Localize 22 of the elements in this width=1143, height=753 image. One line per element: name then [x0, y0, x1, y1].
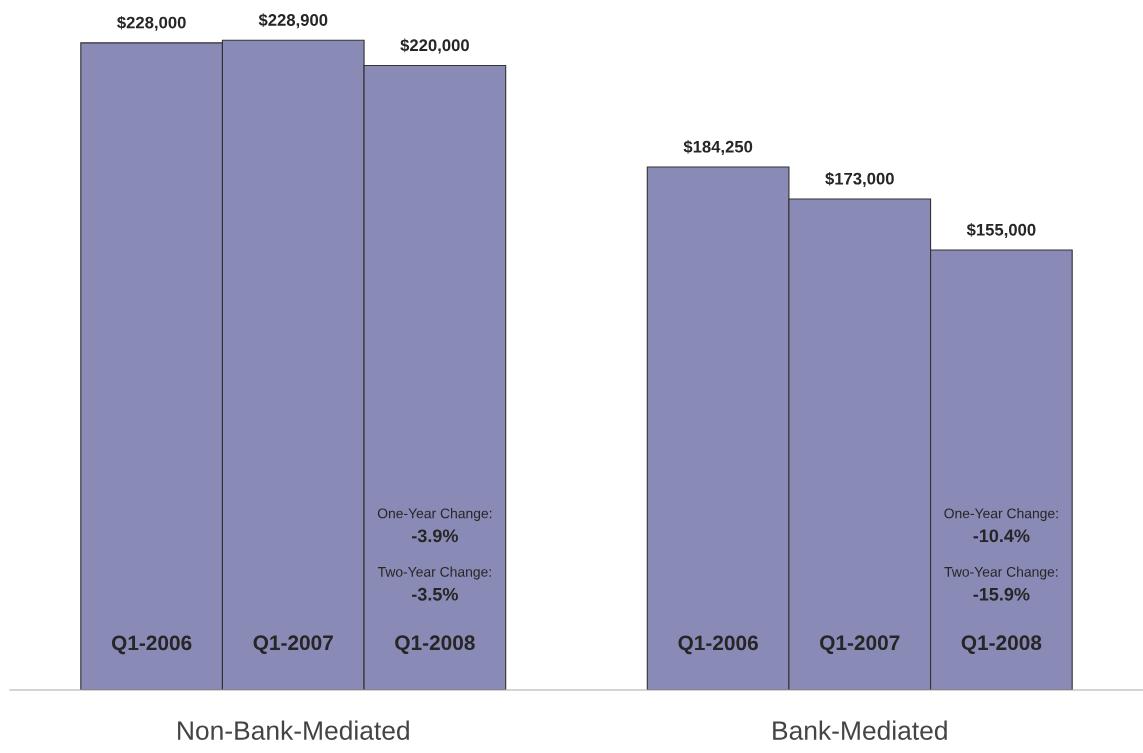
series-label: Q1-2007	[253, 635, 333, 655]
series-label: Q1-2006	[111, 635, 192, 655]
annotation: One-Year Change:	[944, 508, 1058, 522]
annotation: -3.9%	[412, 529, 458, 543]
text: Q1-2006	[678, 635, 758, 655]
text: Q1-2007	[820, 635, 900, 655]
data-label: $228,900	[258, 13, 328, 29]
series-label: Q1-2008	[395, 635, 475, 655]
annotation: -10.4%	[973, 529, 1030, 543]
data-label: $228,000	[117, 15, 186, 31]
annotation: Two-Year Change:	[377, 566, 491, 580]
data-label: $173,000	[825, 172, 894, 187]
annotation: One-Year Change:	[377, 508, 492, 522]
text: Q1-2008	[961, 635, 1042, 655]
x-tick-label: Bank-Mediated	[773, 720, 947, 740]
x-tick-label: Non-Bank-Mediated	[178, 720, 409, 740]
data-label: $155,000	[966, 223, 1036, 239]
annotation: -3.5%	[412, 587, 458, 601]
data-label: $220,000	[400, 38, 469, 54]
data-label: $184,250	[683, 140, 753, 156]
annotation: Two-Year Change:	[944, 566, 1058, 580]
annotation: -15.9%	[973, 587, 1030, 601]
